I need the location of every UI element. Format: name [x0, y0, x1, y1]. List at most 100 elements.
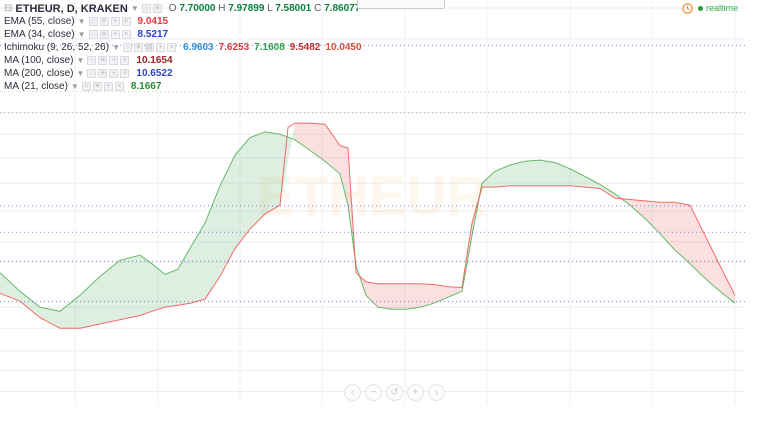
cloud-fill	[250, 131, 265, 230]
chevron-down-icon[interactable]: ▼	[70, 82, 79, 91]
plus-icon[interactable]: +	[110, 30, 120, 39]
indicator-value: 6.9603	[182, 42, 214, 53]
nav-button-1[interactable]: −	[365, 384, 382, 401]
cloud-fill	[140, 255, 152, 316]
cloud-fill	[482, 171, 495, 188]
cloud-fill	[585, 176, 600, 189]
ohlc-readout: O 7.70000 H 7.97899 L 7.58001 C 7.86077	[168, 3, 361, 14]
nav-button-2[interactable]: ↺	[386, 384, 403, 401]
cloud-fill	[705, 235, 720, 292]
plus-icon[interactable]: +	[109, 69, 119, 78]
indicator-value: 8.1667	[130, 81, 162, 92]
chevron-down-icon[interactable]: ▼	[77, 30, 86, 39]
close-icon[interactable]: ×	[121, 17, 131, 26]
settings-icon[interactable]: ✳	[99, 30, 109, 39]
eye-icon[interactable]: ○	[87, 56, 97, 65]
plus-icon[interactable]: +	[109, 56, 119, 65]
cloud-fill	[80, 276, 100, 329]
settings-icon[interactable]: ✳	[99, 17, 109, 26]
eye-icon[interactable]: ○	[88, 17, 98, 26]
cloud-fill	[295, 123, 310, 151]
eye-icon[interactable]: ○	[141, 4, 151, 13]
indicator-value: 10.0450	[325, 42, 362, 53]
close-icon[interactable]: ×	[121, 30, 131, 39]
close-icon[interactable]: ×	[166, 43, 176, 52]
symbol-row: ⊟ ETHEUR, D, KRAKEN ▼ ○ ✳ O 7.70000 H 7.…	[4, 2, 362, 15]
close-icon[interactable]: ×	[120, 56, 130, 65]
legend-row: MA (100, close) ▼ ○ ✳ + × 10.1654	[4, 54, 362, 67]
cloud-fill	[340, 145, 348, 206]
cloud-fill	[378, 283, 392, 310]
eye-icon[interactable]: ○	[88, 30, 98, 39]
legend-row: MA (21, close) ▼ ○ ✳ + × 8.1667	[4, 80, 362, 93]
indicator-name[interactable]: MA (200, close)	[4, 68, 74, 79]
plus-icon[interactable]: +	[110, 17, 120, 26]
cloud-fill	[265, 131, 280, 214]
settings-icon[interactable]: ✳	[133, 43, 143, 52]
eye-icon[interactable]: ○	[87, 69, 97, 78]
cloud-fill	[178, 248, 190, 306]
settings-icon[interactable]: ✳	[98, 56, 108, 65]
cloud-fill	[448, 286, 462, 298]
symbol-title[interactable]: ETHEUR, D, KRAKEN	[15, 2, 128, 15]
chevron-down-icon[interactable]: ▼	[76, 69, 85, 78]
cloud-fill	[0, 272, 20, 302]
indicator-value: 7.1608	[254, 42, 285, 53]
ichimoku-cloud	[0, 122, 736, 329]
chart-nav-controls: ‹ − ↺ + ›	[344, 384, 449, 401]
realtime-dot-icon	[697, 5, 703, 11]
cloud-fill	[630, 199, 645, 219]
cloud-fill	[120, 255, 140, 320]
indicator-name[interactable]: MA (21, close)	[4, 81, 68, 92]
nav-button-4[interactable]: ›	[428, 384, 445, 401]
chevron-down-icon[interactable]: ▼	[130, 4, 139, 13]
chevron-down-icon[interactable]: ▼	[112, 43, 120, 52]
legend-row: EMA (34, close) ▼ ○ ✳ + × 8.5217	[4, 28, 362, 41]
cloud-fill	[190, 223, 205, 304]
chevron-down-icon[interactable]: ▼	[77, 17, 86, 26]
indicator-name[interactable]: EMA (55, close)	[4, 16, 75, 27]
fib-retracement[interactable]	[0, 44, 745, 303]
indicator-value: 10.1654	[136, 55, 173, 66]
cloud-fill	[690, 205, 705, 279]
settings-icon[interactable]: ✳	[92, 82, 102, 91]
settings-icon[interactable]: ✳	[152, 4, 162, 13]
cloud-fill	[235, 137, 250, 249]
cloud-fill	[645, 200, 660, 234]
cloud-fill	[392, 283, 406, 310]
cloud-fill	[220, 155, 235, 277]
symbol-watermark: ETHEUR	[257, 164, 487, 227]
settings-icon[interactable]: ✳	[98, 69, 108, 78]
cloud-fill	[100, 260, 120, 324]
realtime-indicator: realtime	[682, 2, 738, 14]
close-icon[interactable]: ×	[120, 69, 130, 78]
cloud-fill	[510, 161, 525, 186]
eye-icon[interactable]: ○	[81, 82, 91, 91]
style-icon[interactable]: ▤	[144, 43, 154, 52]
close-icon[interactable]: ×	[114, 82, 124, 91]
cloud-fill	[495, 165, 510, 188]
cloud-fill	[675, 202, 690, 264]
chevron-down-icon[interactable]: ▼	[76, 56, 85, 65]
legend-collapse-icon[interactable]: ⊟	[4, 3, 13, 14]
cloud-fill	[310, 123, 325, 162]
clock-alert-icon[interactable]	[682, 2, 693, 14]
indicator-name[interactable]: Ichimoku (9, 26, 52, 26)	[4, 42, 110, 53]
indicator-value: 9.5482	[289, 42, 321, 53]
cloud-fill	[366, 281, 378, 308]
senkou-a-line	[0, 131, 736, 312]
plus-icon[interactable]: +	[155, 43, 165, 52]
plus-icon[interactable]: +	[103, 82, 113, 91]
nav-button-3[interactable]: +	[407, 384, 424, 401]
cloud-fill	[60, 295, 80, 329]
nav-button-0[interactable]: ‹	[344, 384, 361, 401]
realtime-label: realtime	[705, 3, 738, 13]
cloud-fill	[40, 307, 60, 329]
eye-icon[interactable]: ○	[122, 43, 132, 52]
cloud-fill	[325, 124, 340, 174]
indicator-name[interactable]: EMA (34, close)	[4, 29, 75, 40]
indicator-name[interactable]: MA (100, close)	[4, 55, 74, 66]
cloud-fill	[525, 160, 540, 186]
